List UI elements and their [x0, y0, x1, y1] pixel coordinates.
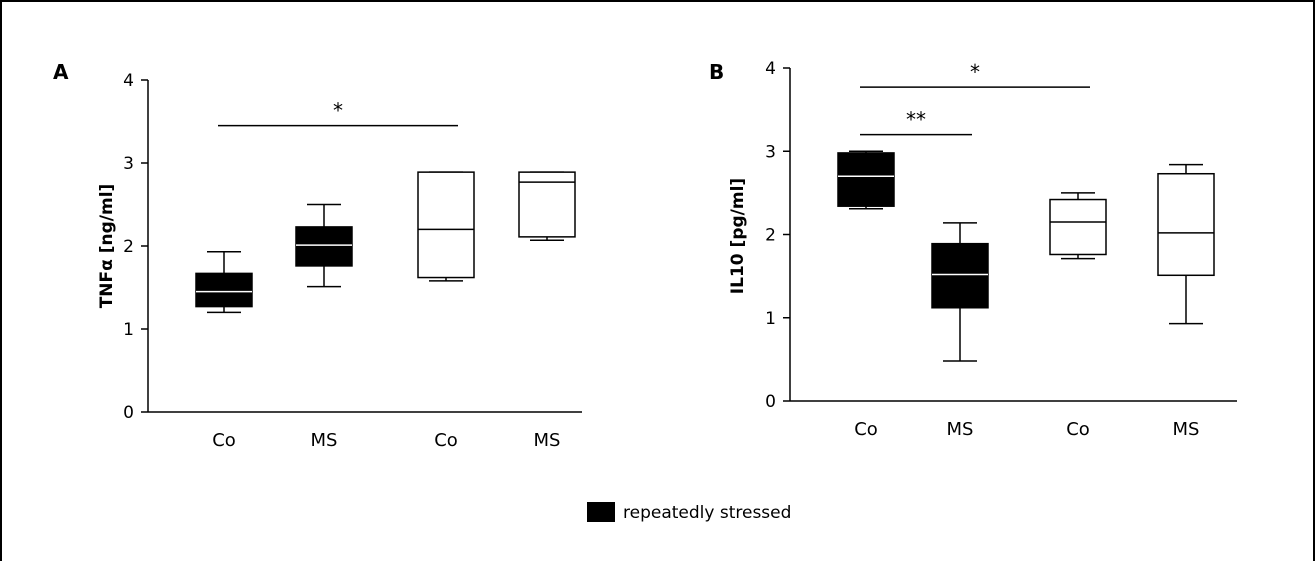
panel-b-y-tick-label: 1 [765, 309, 776, 329]
panel-b-y-tick-label: 0 [765, 392, 776, 412]
panel-a-x-tick-label: MS [534, 430, 561, 451]
panel-b-y-tick-label: 3 [765, 142, 776, 162]
panel-b-y-axis-label: IL10 [pg/ml] [728, 178, 748, 294]
panel-b-box [1157, 172, 1215, 277]
legend-swatch [587, 502, 615, 522]
panel-b-significance: *** [860, 60, 1090, 136]
panel-a-x-tick-label: Co [212, 430, 236, 451]
panel-b-box [837, 152, 895, 207]
panel-a-box [417, 171, 475, 279]
panel-a-x-tick-label: Co [434, 430, 458, 451]
panel-a-axes: 0 1 2 3 4 Co MS Co MS [123, 71, 582, 451]
panel-a: A TNFα [ng/ml] 0 1 2 3 4 Co MS Co MS * [53, 60, 582, 451]
panel-a-y-tick-label: 1 [123, 320, 134, 340]
panel-b-y-tick-label: 2 [765, 226, 776, 246]
panel-b-x-tick-label: Co [1066, 419, 1090, 440]
panel-b-boxes [837, 150, 1215, 362]
panel-a-box [518, 171, 576, 238]
panel-a-significance: * [218, 99, 458, 127]
panel-b-label: B [709, 60, 724, 84]
legend: repeatedly stressed [587, 502, 791, 523]
panel-a-box [195, 272, 253, 308]
panel-a-y-tick-label: 0 [123, 403, 134, 423]
panel-b-box [931, 242, 989, 309]
legend-label: repeatedly stressed [623, 503, 791, 523]
panel-a-box [295, 226, 353, 267]
panel-b-x-tick-label: Co [854, 419, 878, 440]
panel-a-y-tick-label: 3 [123, 154, 134, 174]
panel-a-label: A [53, 60, 69, 84]
panel-a-boxes [195, 171, 576, 314]
panel-a-significance-label: * [333, 99, 343, 123]
panel-b-box [1049, 198, 1107, 256]
panel-b-x-tick-label: MS [947, 419, 974, 440]
panel-a-y-tick-label: 4 [123, 71, 134, 91]
panel-a-y-tick-label: 2 [123, 237, 134, 257]
panel-b-significance-label: ** [906, 108, 926, 132]
panel-a-x-tick-label: MS [311, 430, 338, 451]
panel-a-y-axis-label: TNFα [ng/ml] [97, 184, 117, 309]
panel-b-y-tick-label: 4 [765, 59, 776, 79]
panel-b-axes: 0 1 2 3 4 Co MS Co MS [765, 59, 1237, 440]
panel-b-x-tick-label: MS [1173, 419, 1200, 440]
panel-b-significance-label: * [970, 60, 980, 84]
